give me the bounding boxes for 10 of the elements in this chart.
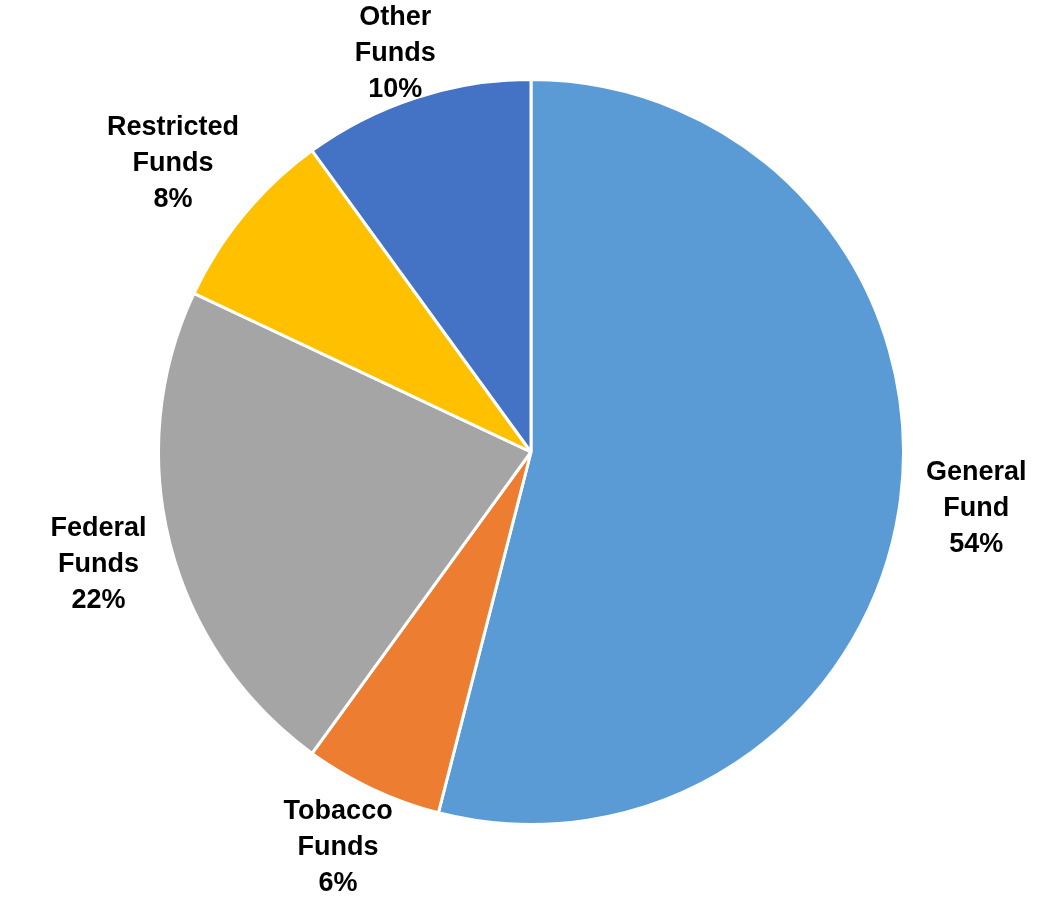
slice-label: Restricted Funds [107,111,240,178]
data-label: 54% [949,528,1004,559]
slice-label: Other Funds [354,1,436,68]
slice-label: Federal Funds [50,511,147,578]
data-label: 6% [318,867,358,898]
data-label: 22% [71,583,126,614]
data-label: 8% [153,183,193,214]
slice-label: Tobacco Funds [283,795,393,862]
data-label: 10% [368,73,423,104]
slice-label: General Fund [925,456,1027,523]
